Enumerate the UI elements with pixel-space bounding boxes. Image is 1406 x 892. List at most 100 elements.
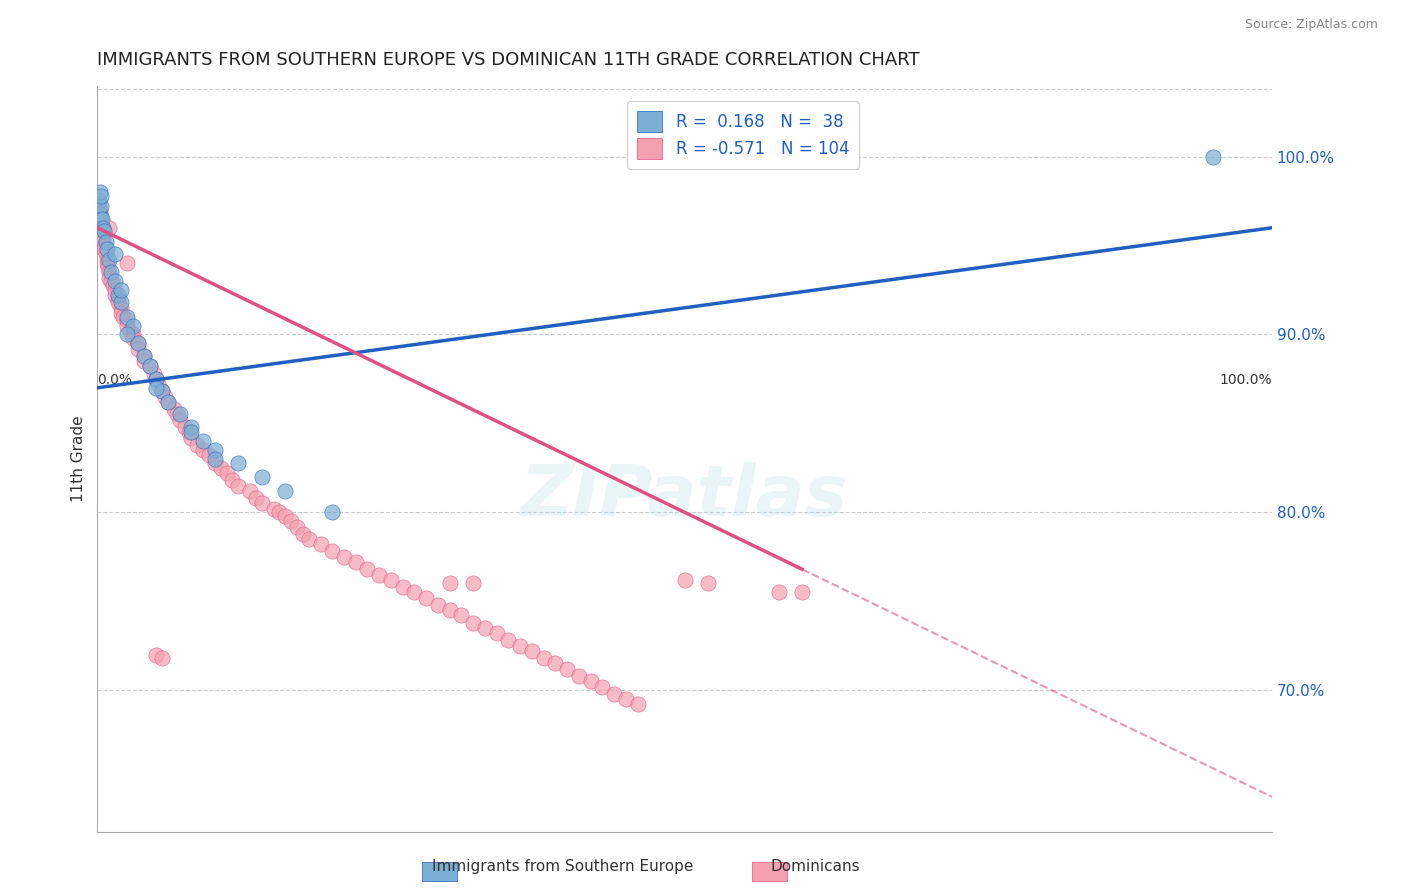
Point [89, 202, 111, 217]
Y-axis label: 11th Grade: 11th Grade [72, 416, 86, 502]
Text: Source: ZipAtlas.com: Source: ZipAtlas.com [1244, 18, 1378, 31]
Point [474, 621, 496, 635]
Point [579, 674, 602, 689]
Point [127, 336, 149, 351]
Point [89, 206, 111, 220]
Point [509, 639, 531, 653]
Point [100, 265, 122, 279]
Point [163, 402, 186, 417]
Point [115, 327, 138, 342]
Point [107, 288, 129, 302]
Point [180, 431, 202, 445]
Text: 100.0%: 100.0% [1219, 373, 1272, 387]
Point [333, 549, 356, 564]
Point [439, 576, 461, 591]
Legend: R =  0.168   N =  38, R = -0.571   N = 104: R = 0.168 N = 38, R = -0.571 N = 104 [627, 102, 859, 169]
Point [291, 526, 314, 541]
Point [101, 277, 124, 292]
Point [145, 648, 167, 662]
Point [239, 483, 262, 498]
Point [191, 443, 214, 458]
Point [191, 434, 214, 449]
Point [90, 188, 112, 202]
Point [174, 420, 197, 434]
Point [94, 235, 117, 249]
Point [1202, 150, 1225, 164]
Point [91, 211, 114, 226]
Point [321, 544, 343, 558]
FancyBboxPatch shape [752, 862, 787, 881]
Point [134, 349, 156, 363]
Point [91, 220, 114, 235]
Point [127, 336, 149, 351]
Point [221, 473, 243, 487]
Text: IMMIGRANTS FROM SOUTHERN EUROPE VS DOMINICAN 11TH GRADE CORRELATION CHART: IMMIGRANTS FROM SOUTHERN EUROPE VS DOMIN… [97, 51, 920, 69]
Point [90, 211, 112, 226]
Point [380, 573, 402, 587]
Point [121, 318, 143, 333]
Point [568, 669, 591, 683]
Point [110, 283, 132, 297]
Text: 0.0%: 0.0% [97, 373, 132, 387]
Point [627, 698, 650, 712]
Point [463, 576, 485, 591]
Point [91, 220, 114, 235]
Point [533, 651, 555, 665]
Point [115, 310, 138, 324]
Point [591, 680, 613, 694]
Point [90, 199, 112, 213]
Point [120, 324, 142, 338]
Point [145, 372, 167, 386]
Point [226, 456, 249, 470]
Point [107, 295, 129, 310]
Point [673, 573, 696, 587]
Point [104, 288, 127, 302]
Point [115, 318, 138, 333]
Point [298, 532, 321, 546]
Point [104, 283, 127, 297]
Text: Immigrants from Southern Europe: Immigrants from Southern Europe [432, 859, 693, 874]
FancyBboxPatch shape [422, 862, 457, 881]
Point [96, 252, 118, 267]
Point [90, 217, 112, 231]
Point [148, 377, 170, 392]
Point [603, 687, 626, 701]
Point [139, 359, 162, 374]
Point [427, 598, 450, 612]
Point [127, 342, 149, 356]
Point [485, 626, 508, 640]
Point [91, 224, 114, 238]
Point [204, 452, 226, 467]
Point [150, 384, 173, 399]
Point [150, 651, 173, 665]
Point [155, 390, 177, 404]
Point [91, 235, 114, 249]
Point [156, 395, 179, 409]
Point [280, 514, 302, 528]
Point [166, 408, 188, 422]
Point [250, 469, 273, 483]
Point [98, 252, 121, 267]
Point [274, 483, 297, 498]
Point [156, 395, 179, 409]
Point [697, 576, 720, 591]
Point [768, 585, 790, 599]
Point [145, 381, 167, 395]
Point [169, 413, 191, 427]
Point [285, 519, 308, 533]
Point [121, 331, 143, 345]
Point [100, 274, 122, 288]
Point [180, 425, 202, 440]
Point [415, 591, 437, 605]
Point [204, 456, 226, 470]
Point [498, 633, 520, 648]
Point [91, 229, 114, 244]
Point [555, 662, 578, 676]
Point [104, 247, 127, 261]
Point [110, 301, 132, 315]
Point [134, 349, 156, 363]
Point [93, 242, 115, 256]
Point [368, 567, 391, 582]
Point [115, 256, 138, 270]
Point [150, 384, 173, 399]
